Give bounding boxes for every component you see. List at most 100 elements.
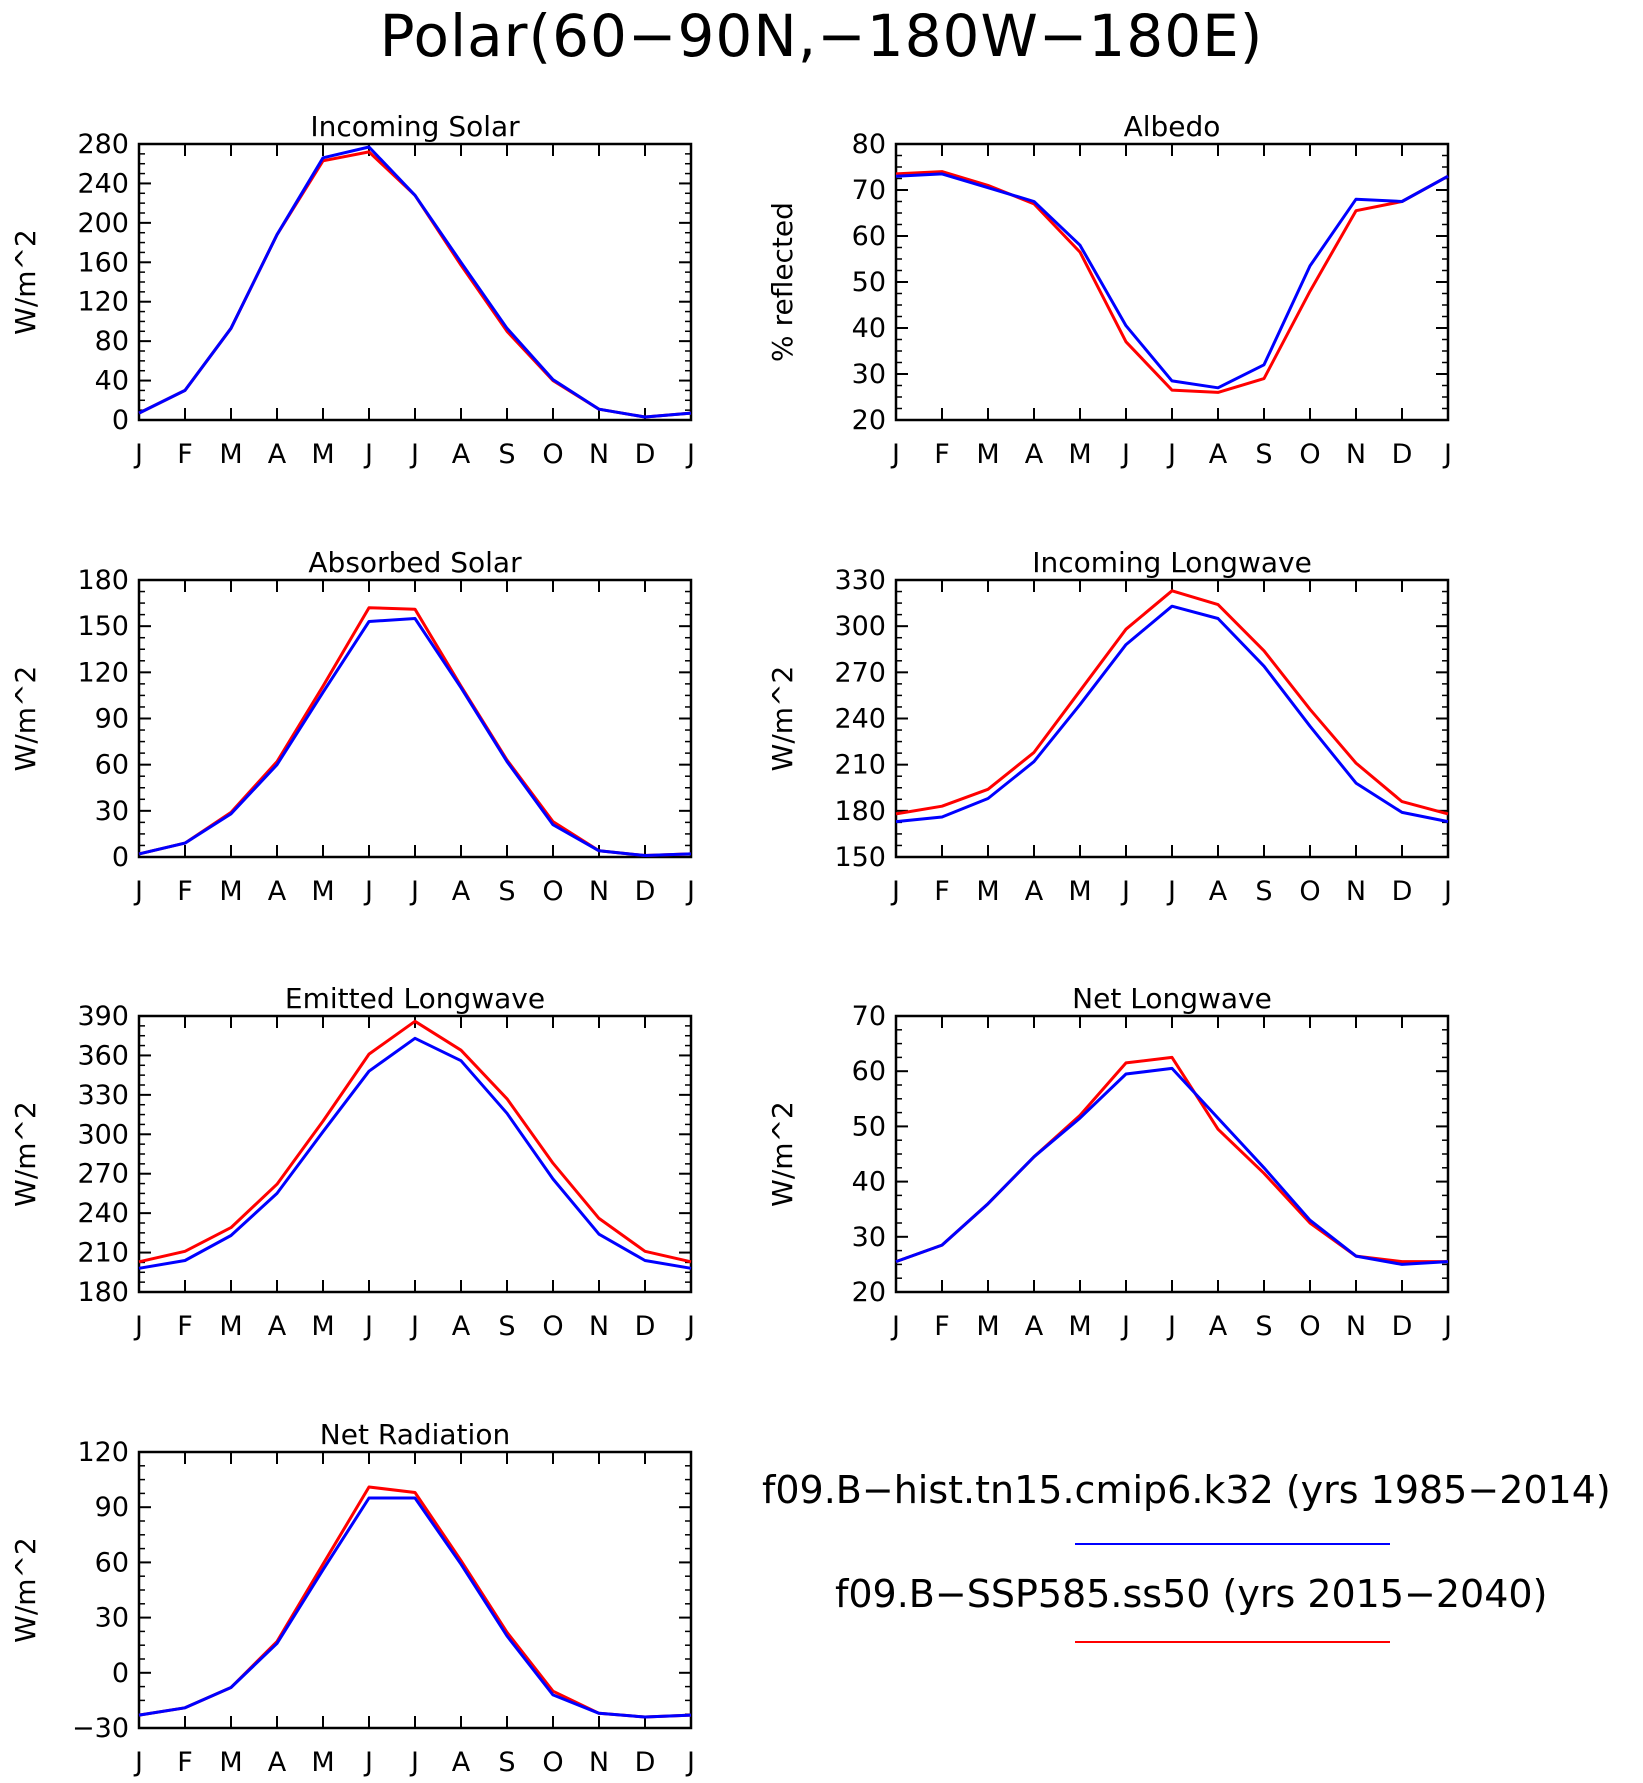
y-tick-label: 300 xyxy=(77,1119,129,1150)
x-tick-label: A xyxy=(268,876,287,907)
x-tick-label: A xyxy=(1025,876,1044,907)
x-tick-label: S xyxy=(498,876,515,907)
y-tick-label: 360 xyxy=(77,1040,129,1071)
x-tick-label: F xyxy=(177,1311,193,1342)
x-tick-label: M xyxy=(976,1311,999,1342)
x-tick-label: J xyxy=(1442,1311,1452,1342)
x-tick-label: S xyxy=(498,1311,515,1342)
x-tick-label: F xyxy=(177,1747,193,1778)
plot-frame xyxy=(137,1014,693,1294)
y-tick-label: 150 xyxy=(834,842,886,873)
chart-panel-4: Incoming Longwave W/m^2 150 180 210 240 270 300… xyxy=(766,546,1452,907)
x-tick-label: M xyxy=(219,1747,242,1778)
y-tick-label: 80 xyxy=(95,326,129,357)
x-tick-label: A xyxy=(1209,876,1228,907)
plot-frame xyxy=(137,142,693,422)
chart-title: Albedo xyxy=(1124,110,1221,143)
x-tick-label: D xyxy=(1392,439,1413,470)
x-tick-label: J xyxy=(1442,876,1452,907)
x-tick-label: A xyxy=(452,1311,471,1342)
y-axis-label: W/m^2 xyxy=(9,1537,42,1643)
y-tick-label: 180 xyxy=(77,565,129,596)
x-tick-label: F xyxy=(934,1311,950,1342)
x-tick-label: S xyxy=(1255,1311,1272,1342)
y-tick-label: 30 xyxy=(852,1222,886,1253)
y-tick-label: 120 xyxy=(77,287,129,318)
y-tick-label: 60 xyxy=(95,1547,129,1578)
x-tick-label: J xyxy=(363,1311,373,1342)
y-tick-label: 30 xyxy=(95,1603,129,1634)
x-tick-label: N xyxy=(1346,876,1366,907)
y-axis-label: W/m^2 xyxy=(766,666,799,772)
x-tick-label: A xyxy=(268,439,287,470)
y-tick-label: 270 xyxy=(77,1159,129,1190)
y-tick-label: 240 xyxy=(77,168,129,199)
x-tick-label: M xyxy=(976,439,999,470)
x-tick-label: M xyxy=(311,1311,334,1342)
series-line-blue xyxy=(138,1496,692,1719)
y-tick-label: 70 xyxy=(852,175,886,206)
x-tick-label: J xyxy=(133,1747,143,1778)
y-tick-label: 60 xyxy=(852,221,886,252)
x-tick-label: F xyxy=(177,439,193,470)
x-tick-label: A xyxy=(1209,1311,1228,1342)
y-tick-label: 30 xyxy=(852,359,886,390)
y-tick-label: 210 xyxy=(834,750,886,781)
x-tick-label: J xyxy=(685,1311,695,1342)
series-line-blue xyxy=(895,1066,1449,1266)
x-tick-label: D xyxy=(1392,876,1413,907)
x-tick-label: A xyxy=(1209,439,1228,470)
x-tick-label: M xyxy=(219,876,242,907)
x-tick-label: N xyxy=(1346,1311,1366,1342)
x-tick-label: M xyxy=(311,876,334,907)
x-tick-label: J xyxy=(1166,1311,1176,1342)
x-tick-label: A xyxy=(1025,1311,1044,1342)
y-tick-label: 180 xyxy=(834,796,886,827)
plot-frame xyxy=(137,578,693,859)
x-tick-label: N xyxy=(589,1747,609,1778)
series-line-red xyxy=(138,150,692,419)
series-line-red xyxy=(895,170,1449,394)
x-tick-label: N xyxy=(589,439,609,470)
y-tick-label: 40 xyxy=(95,366,129,397)
x-tick-label: O xyxy=(542,1747,563,1778)
x-tick-label: F xyxy=(934,439,950,470)
x-tick-label: S xyxy=(498,1747,515,1778)
x-tick-label: J xyxy=(409,1311,419,1342)
series-line-blue xyxy=(138,145,692,419)
y-tick-label: 40 xyxy=(852,1167,886,1198)
x-tick-label: M xyxy=(219,1311,242,1342)
y-tick-label: 0 xyxy=(112,1658,129,1689)
x-tick-label: O xyxy=(1299,439,1320,470)
y-tick-label: 330 xyxy=(77,1080,129,1111)
y-tick-label: 200 xyxy=(77,208,129,239)
y-tick-label: 120 xyxy=(77,657,129,688)
x-tick-label: A xyxy=(452,1747,471,1778)
y-tick-label: 90 xyxy=(95,704,129,735)
plot-frame xyxy=(894,578,1450,859)
x-tick-label: M xyxy=(219,439,242,470)
x-tick-label: M xyxy=(311,439,334,470)
x-tick-label: J xyxy=(685,876,695,907)
x-tick-label: F xyxy=(934,876,950,907)
y-tick-label: 60 xyxy=(852,1056,886,1087)
x-tick-label: J xyxy=(409,1747,419,1778)
x-tick-label: J xyxy=(685,439,695,470)
x-tick-label: D xyxy=(635,876,656,907)
y-tick-label: 210 xyxy=(77,1238,129,1269)
legend-label-hist: f09.B−hist.tn15.cmip6.k32 (yrs 1985−2014… xyxy=(762,1468,1611,1512)
x-tick-label: O xyxy=(542,1311,563,1342)
y-tick-label: 0 xyxy=(112,405,129,436)
y-tick-label: 50 xyxy=(852,267,886,298)
x-tick-label: S xyxy=(498,439,515,470)
y-tick-label: 330 xyxy=(834,565,886,596)
y-tick-label: 270 xyxy=(834,657,886,688)
y-tick-label: 160 xyxy=(77,247,129,278)
x-tick-label: F xyxy=(177,876,193,907)
series-line-blue xyxy=(895,172,1449,390)
x-tick-label: A xyxy=(268,1311,287,1342)
y-tick-label: 20 xyxy=(852,1277,886,1308)
y-tick-label: 30 xyxy=(95,796,129,827)
